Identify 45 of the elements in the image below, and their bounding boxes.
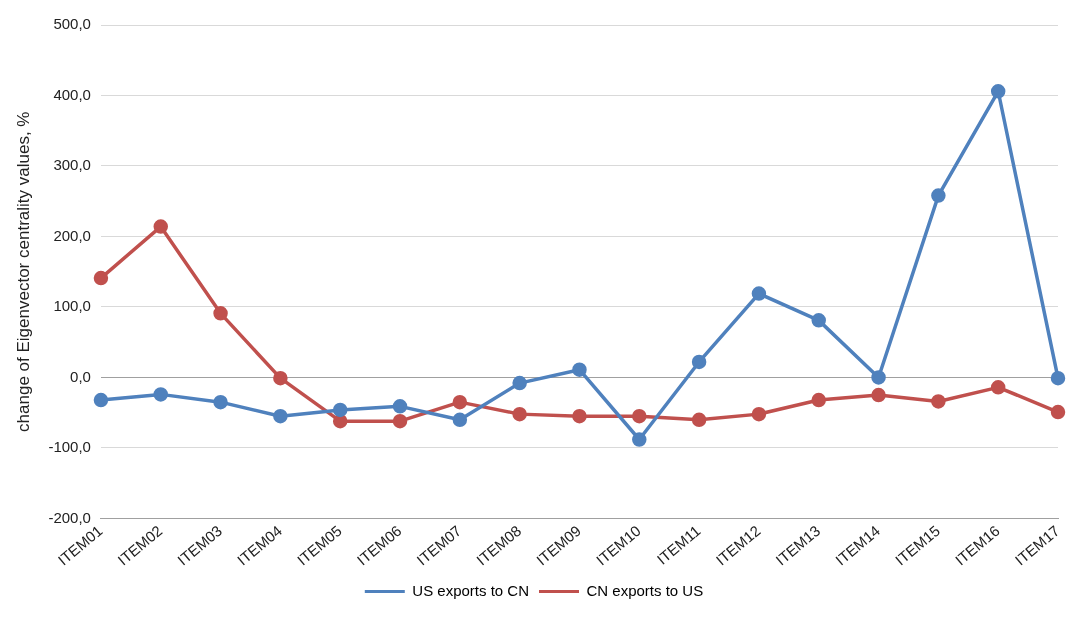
point: [572, 408, 587, 424]
y-tick-label: 100,0: [53, 297, 91, 315]
y-tick-label: 200,0: [53, 226, 91, 244]
y-tick-label: 400,0: [53, 85, 91, 103]
point: [931, 394, 946, 409]
point: [811, 392, 826, 408]
point: [273, 370, 288, 386]
point: [332, 413, 348, 429]
y-axis-title: change of Eigenvector centrality values, %: [13, 111, 33, 432]
y-tick-label: 300,0: [53, 156, 91, 174]
point: [1050, 370, 1066, 386]
y-tick-label: -100,0: [48, 438, 91, 456]
point: [392, 399, 408, 414]
point: [93, 270, 109, 286]
point: [691, 354, 707, 370]
point: [452, 412, 468, 428]
point: [931, 188, 946, 203]
point: [751, 286, 767, 301]
point: [452, 394, 468, 410]
point: [213, 306, 228, 321]
legend-label: CN exports to US: [586, 581, 704, 599]
y-tick-label: -200,0: [48, 508, 91, 526]
point: [273, 408, 288, 424]
point: [512, 406, 527, 422]
point: [153, 219, 168, 234]
point: [332, 402, 348, 418]
point: [751, 406, 767, 422]
point: [512, 375, 527, 391]
point: [990, 84, 1006, 99]
point: [572, 362, 587, 377]
point: [1050, 404, 1066, 420]
point: [871, 387, 886, 403]
point: [871, 370, 886, 385]
point: [93, 392, 109, 408]
point: [990, 380, 1006, 395]
point: [392, 413, 408, 429]
point: [632, 432, 647, 447]
point: [691, 412, 707, 428]
point: [213, 394, 228, 410]
y-tick-label: 500,0: [53, 15, 91, 33]
point: [632, 408, 647, 424]
y-tick-label: 0,0: [70, 367, 91, 385]
point: [153, 387, 168, 402]
point: [811, 313, 826, 328]
legend-label: US exports to CN: [412, 581, 530, 599]
